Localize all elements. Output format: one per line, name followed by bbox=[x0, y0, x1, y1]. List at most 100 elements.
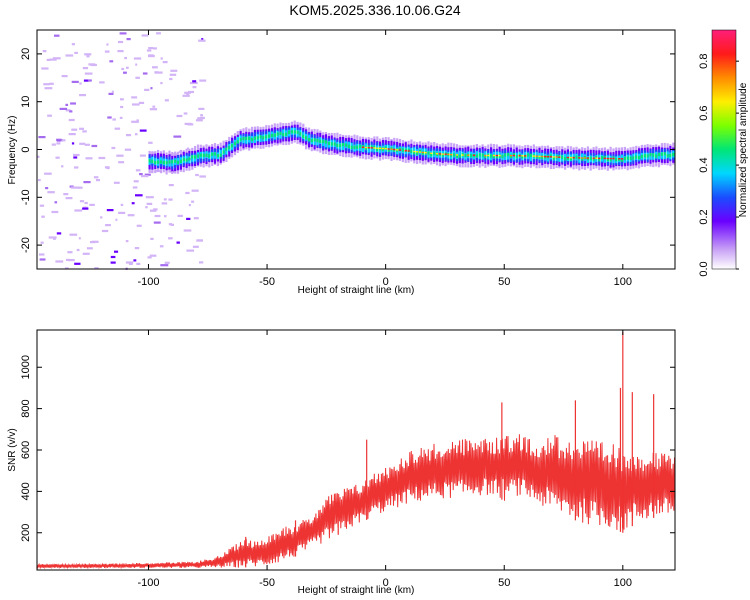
ridge-core bbox=[598, 157, 601, 159]
ridge-core bbox=[430, 152, 433, 154]
noise-speckle bbox=[139, 129, 147, 132]
ridge-core bbox=[612, 157, 615, 160]
colorbar-ticks: 0.0 0.2 0.4 0.6 0.8 bbox=[698, 54, 739, 277]
noise-speckle bbox=[84, 72, 93, 75]
noise-speckle bbox=[133, 57, 142, 60]
ridge-cell bbox=[657, 152, 661, 157]
ridge-core bbox=[455, 154, 459, 156]
ridge-cell bbox=[660, 152, 663, 156]
noise-speckle bbox=[109, 60, 114, 63]
ridge-core bbox=[370, 147, 373, 149]
ridge-cell bbox=[589, 156, 592, 160]
ridge-cell bbox=[364, 146, 367, 150]
ridge-cell bbox=[285, 132, 288, 136]
colorbar: 0.0 0.2 0.4 0.6 0.8 Normalized spectral ampl… bbox=[698, 29, 749, 277]
noise-speckle bbox=[98, 156, 106, 160]
ridge-core bbox=[552, 156, 555, 158]
ridge-cell bbox=[612, 156, 615, 164]
noise-speckle bbox=[79, 142, 86, 145]
noise-speckle bbox=[89, 203, 95, 206]
ridge-core bbox=[396, 149, 399, 151]
ridge-core bbox=[549, 156, 552, 158]
ridge-cell bbox=[225, 147, 228, 155]
ridge-core bbox=[484, 154, 487, 157]
ridge-cell bbox=[307, 138, 311, 142]
noise-speckle bbox=[131, 96, 138, 99]
ridge-cell bbox=[632, 156, 635, 160]
x-tick-label: 100 bbox=[614, 276, 632, 288]
ridge-cell bbox=[643, 154, 646, 158]
noise-speckle bbox=[177, 214, 183, 217]
noise-speckle bbox=[47, 114, 52, 117]
noise-speckle bbox=[45, 187, 49, 190]
noise-speckle bbox=[54, 201, 58, 204]
ridge-cell bbox=[171, 160, 174, 164]
noise-speckle bbox=[178, 150, 181, 153]
noise-speckle bbox=[147, 256, 152, 259]
snr-series-line bbox=[36, 434, 675, 570]
x-tick-label: 50 bbox=[498, 276, 510, 288]
ridge-cell bbox=[376, 147, 379, 152]
ridge-cell bbox=[441, 153, 444, 157]
noise-speckle bbox=[74, 262, 81, 265]
ridge-cell bbox=[179, 159, 182, 163]
noise-speckle bbox=[153, 221, 161, 224]
ridge-cell bbox=[174, 159, 177, 163]
noise-speckle bbox=[141, 34, 149, 37]
noise-speckle bbox=[164, 99, 169, 102]
ridge-cell bbox=[672, 152, 675, 157]
ridge-cell bbox=[313, 138, 316, 145]
ridge-cell bbox=[629, 156, 632, 160]
noise-speckle bbox=[153, 208, 158, 211]
noise-speckle bbox=[192, 80, 197, 83]
noise-speckle bbox=[173, 157, 180, 160]
ridge-core bbox=[586, 157, 589, 159]
ridge-cell bbox=[410, 149, 413, 154]
noise-speckle bbox=[170, 223, 174, 226]
colorbar-tick-label: 0.2 bbox=[698, 209, 710, 224]
ridge-cell bbox=[507, 152, 510, 157]
ridge-cell bbox=[620, 158, 624, 162]
ridge-cell bbox=[268, 134, 271, 138]
ridge-core bbox=[618, 158, 621, 160]
noise-speckle bbox=[120, 98, 124, 101]
ridge-core bbox=[387, 148, 390, 150]
ridge-cell bbox=[276, 132, 279, 136]
ridge-cell bbox=[296, 130, 299, 134]
noise-speckle bbox=[110, 261, 116, 264]
noise-speckle bbox=[114, 127, 121, 130]
noise-speckle bbox=[51, 210, 59, 214]
ridge-cell bbox=[507, 152, 510, 160]
noise-speckle bbox=[96, 179, 100, 182]
ridge-cell bbox=[569, 157, 572, 161]
ridge-cell bbox=[191, 155, 194, 159]
noise-speckle bbox=[104, 50, 110, 53]
noise-speckle bbox=[149, 254, 157, 257]
ridge-cell bbox=[638, 156, 641, 160]
noise-speckle bbox=[164, 215, 167, 218]
noise-speckle bbox=[93, 176, 99, 179]
noise-speckle bbox=[42, 50, 47, 53]
noise-speckle bbox=[56, 142, 61, 145]
ridge-cell bbox=[265, 135, 268, 139]
noise-speckle bbox=[123, 71, 127, 74]
x-tick-label: -50 bbox=[259, 276, 275, 288]
x-tick-label: 100 bbox=[614, 577, 632, 589]
noise-speckle bbox=[132, 186, 138, 189]
ridge-core bbox=[581, 157, 584, 159]
ridge-cell bbox=[413, 147, 416, 155]
ridge-cell bbox=[344, 143, 348, 147]
ridge-cell bbox=[205, 153, 208, 157]
noise-speckle bbox=[184, 122, 192, 125]
ridge-cell bbox=[302, 134, 305, 138]
ridge-cell bbox=[242, 136, 245, 141]
ridge-cell bbox=[342, 143, 345, 151]
noise-speckle bbox=[55, 156, 60, 159]
noise-speckle bbox=[94, 267, 99, 270]
ridge-core bbox=[381, 147, 385, 150]
noise-speckle bbox=[73, 153, 80, 157]
ridge-cell bbox=[458, 150, 461, 158]
noise-speckle bbox=[56, 232, 62, 235]
ridge-cell bbox=[279, 131, 282, 139]
ridge-cell bbox=[527, 153, 530, 157]
